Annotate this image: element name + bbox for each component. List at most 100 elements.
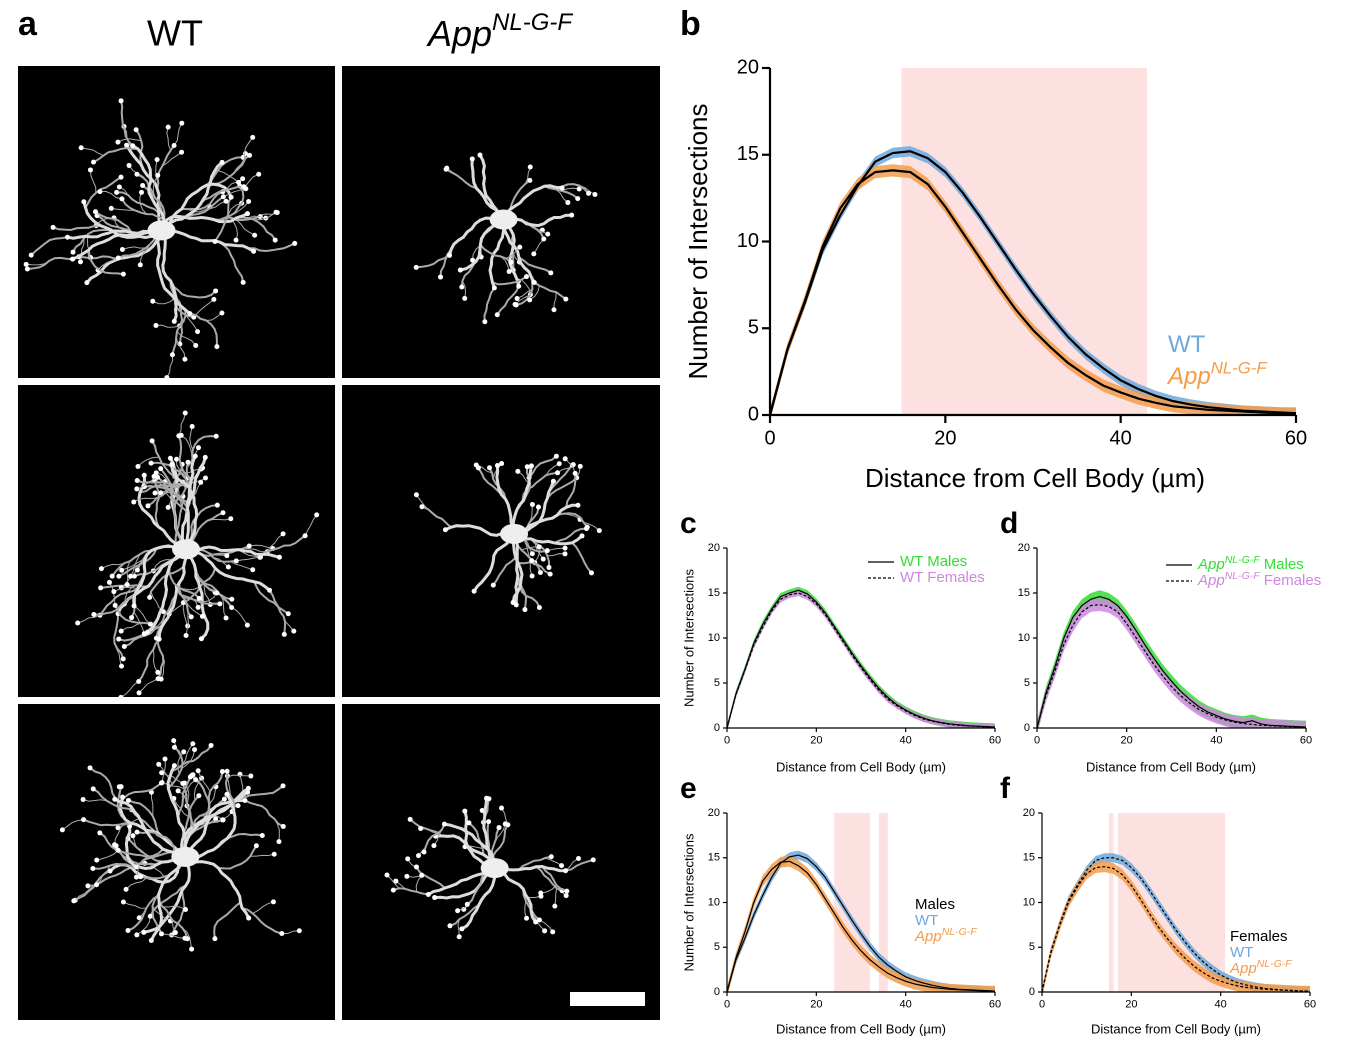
- bouton: [171, 142, 177, 148]
- bouton: [592, 191, 598, 197]
- bouton: [447, 923, 453, 929]
- process: [509, 179, 531, 211]
- bouton: [181, 749, 187, 755]
- bouton: [220, 194, 226, 200]
- process: [100, 562, 125, 570]
- process: [528, 455, 558, 479]
- bouton: [528, 463, 534, 469]
- bouton: [464, 901, 470, 907]
- mean-line: [727, 592, 995, 728]
- bouton: [140, 182, 146, 188]
- legend-name: App: [1197, 556, 1225, 573]
- y-tick-label: 20: [1018, 542, 1030, 554]
- bouton: [90, 786, 96, 792]
- bouton: [167, 455, 173, 461]
- legend-label: AppNL-G-F Males: [1197, 554, 1304, 573]
- bouton: [202, 454, 208, 460]
- bouton: [171, 763, 177, 769]
- bouton: [171, 738, 177, 744]
- bouton: [515, 468, 521, 474]
- process: [184, 455, 207, 551]
- bouton: [572, 470, 578, 476]
- process: [540, 884, 557, 894]
- bouton: [213, 433, 219, 439]
- bouton: [80, 797, 86, 803]
- process: [496, 285, 520, 316]
- bouton: [584, 524, 590, 530]
- process: [561, 187, 580, 192]
- legend-label: AppNL-G-F: [1166, 359, 1268, 390]
- bouton: [116, 636, 122, 642]
- y-tick-label: 0: [714, 722, 720, 734]
- y-axis-label: Number of Intersections: [681, 833, 696, 972]
- bouton: [413, 864, 419, 870]
- bouton: [116, 184, 122, 190]
- bouton: [212, 239, 218, 245]
- bouton: [469, 156, 475, 162]
- bouton: [279, 930, 285, 936]
- bouton: [421, 849, 427, 855]
- bouton: [537, 570, 543, 576]
- bouton: [563, 296, 569, 302]
- bouton: [77, 259, 83, 265]
- process: [583, 521, 600, 532]
- process: [152, 649, 159, 673]
- bouton: [223, 615, 229, 621]
- process: [155, 324, 180, 328]
- bouton: [158, 780, 164, 786]
- process: [161, 151, 183, 167]
- bouton: [244, 622, 250, 628]
- bouton: [524, 915, 530, 921]
- bouton: [158, 490, 164, 496]
- bouton: [536, 917, 542, 923]
- process: [189, 426, 194, 451]
- bouton: [257, 554, 263, 560]
- bouton: [111, 589, 117, 595]
- process: [479, 243, 512, 264]
- process: [158, 900, 189, 940]
- mean-line: [770, 169, 1296, 415]
- process: [243, 136, 254, 160]
- bouton: [70, 249, 76, 255]
- bouton: [118, 694, 124, 700]
- bouton: [137, 262, 143, 268]
- bouton: [141, 929, 147, 935]
- process: [222, 188, 247, 198]
- bouton: [259, 832, 265, 838]
- process: [161, 758, 166, 784]
- y-tick-label: 0: [1029, 986, 1035, 998]
- bouton: [276, 554, 282, 560]
- bouton: [462, 808, 468, 814]
- process: [546, 547, 566, 552]
- bouton: [413, 264, 419, 270]
- process: [260, 534, 307, 556]
- panel-letter: f: [1000, 772, 1011, 805]
- bouton: [190, 741, 196, 747]
- bouton: [148, 460, 154, 466]
- process: [184, 547, 210, 641]
- microglia: [75, 410, 320, 700]
- process: [160, 228, 178, 323]
- process: [92, 593, 136, 616]
- bouton: [97, 189, 103, 195]
- bouton: [112, 842, 118, 848]
- bouton: [544, 548, 550, 554]
- process: [495, 823, 506, 840]
- bouton: [438, 274, 444, 280]
- microglia: [59, 738, 302, 952]
- process: [26, 256, 74, 270]
- process: [173, 122, 183, 146]
- bouton: [211, 296, 217, 302]
- y-tick-label: 5: [1029, 941, 1035, 953]
- bouton: [175, 788, 181, 794]
- process: [175, 588, 221, 605]
- process: [138, 678, 159, 694]
- bouton: [496, 825, 502, 831]
- process: [252, 901, 274, 914]
- bouton: [119, 567, 125, 573]
- bouton: [270, 899, 276, 905]
- y-tick-label: 5: [748, 317, 759, 339]
- bouton: [187, 311, 193, 317]
- legend-superscript: NL-G-F: [1225, 570, 1261, 582]
- process: [565, 472, 577, 509]
